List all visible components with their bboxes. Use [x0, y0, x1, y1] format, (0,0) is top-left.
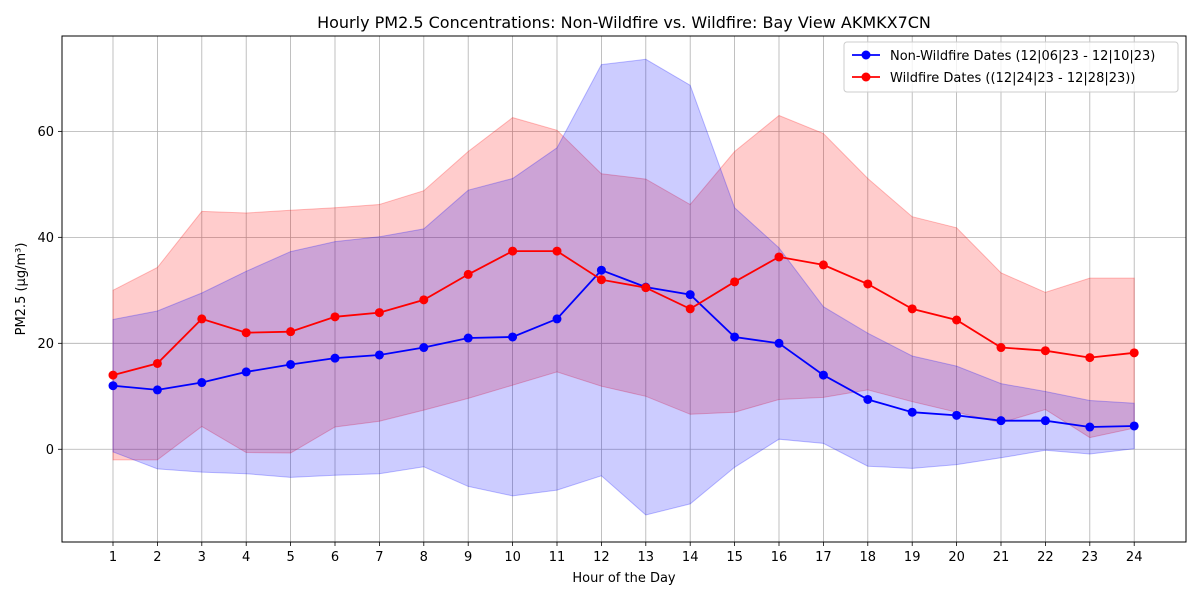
point-wildfire — [1040, 346, 1050, 356]
y-tick-label: 60 — [37, 125, 54, 140]
point-wildfire — [1085, 353, 1095, 363]
point-non-wildfire — [241, 367, 251, 377]
x-tick-label: 8 — [420, 550, 428, 565]
point-non-wildfire — [108, 381, 118, 391]
y-axis-label: PM2.5 (µg/m³) — [14, 243, 29, 336]
point-wildfire — [952, 315, 962, 325]
point-non-wildfire — [1040, 416, 1050, 426]
legend-marker-non-wildfire — [861, 50, 871, 60]
legend-label-wildfire: Wildfire Dates ((12|24|23 - 12|28|23)) — [890, 71, 1135, 86]
point-non-wildfire — [907, 407, 917, 417]
x-tick-label: 4 — [242, 550, 250, 565]
point-wildfire — [152, 358, 162, 368]
chart-title: Hourly PM2.5 Concentrations: Non-Wildfir… — [317, 13, 931, 32]
x-tick-label: 11 — [549, 550, 566, 565]
point-non-wildfire — [197, 378, 207, 388]
point-wildfire — [730, 277, 740, 287]
x-tick-label: 16 — [771, 550, 788, 565]
x-tick-label: 9 — [464, 550, 472, 565]
point-wildfire — [641, 283, 651, 293]
point-wildfire — [286, 327, 296, 337]
series-line-wildfire — [112, 250, 1135, 376]
x-tick-label: 12 — [593, 550, 610, 565]
point-wildfire — [552, 246, 562, 256]
point-non-wildfire — [1129, 421, 1139, 431]
point-layer — [108, 246, 1139, 432]
x-tick-label: 23 — [1082, 550, 1099, 565]
x-tick-label: 18 — [860, 550, 877, 565]
x-tick-label: 20 — [948, 550, 965, 565]
point-non-wildfire — [996, 416, 1006, 426]
point-wildfire — [374, 308, 384, 318]
point-non-wildfire — [774, 338, 784, 348]
x-tick-label: 22 — [1037, 550, 1054, 565]
point-non-wildfire — [463, 333, 473, 343]
band-layer — [112, 58, 1135, 516]
point-wildfire — [419, 295, 429, 305]
x-tick-label: 3 — [198, 550, 206, 565]
point-non-wildfire — [152, 385, 162, 395]
point-non-wildfire — [685, 290, 695, 300]
point-wildfire — [330, 312, 340, 322]
x-tick-label: 10 — [504, 550, 521, 565]
point-wildfire — [907, 304, 917, 314]
point-non-wildfire — [286, 360, 296, 370]
plot-frame — [61, 35, 1187, 543]
point-non-wildfire — [1085, 422, 1095, 432]
point-wildfire — [863, 279, 873, 289]
point-wildfire — [241, 328, 251, 338]
x-tick-label: 1 — [109, 550, 117, 565]
point-non-wildfire — [730, 332, 740, 342]
band-non-wildfire — [112, 58, 1135, 516]
x-tick-label: 13 — [638, 550, 655, 565]
x-tick-label: 2 — [153, 550, 161, 565]
point-wildfire — [996, 343, 1006, 353]
y-tick-label: 20 — [37, 337, 54, 352]
point-wildfire — [463, 269, 473, 279]
point-wildfire — [197, 314, 207, 324]
legend-frame — [843, 41, 1179, 93]
x-axis-label: Hour of the Day — [572, 571, 676, 586]
point-wildfire — [596, 275, 606, 285]
x-tick-label: 15 — [726, 550, 743, 565]
point-non-wildfire — [330, 353, 340, 363]
x-tick-label: 24 — [1126, 550, 1143, 565]
series-line-non-wildfire — [112, 269, 1135, 428]
legend: Non-Wildfire Dates (12|06|23 - 12|10|23)… — [843, 41, 1179, 93]
x-tick-label: 14 — [682, 550, 699, 565]
point-non-wildfire — [863, 394, 873, 404]
point-non-wildfire — [374, 350, 384, 360]
y-tick-layer: 0 20 40 60 — [37, 125, 62, 458]
y-tick-label: 0 — [46, 443, 54, 458]
x-tick-label: 19 — [904, 550, 921, 565]
point-wildfire — [1129, 348, 1139, 358]
x-tick-label: 6 — [331, 550, 339, 565]
grid-layer — [62, 36, 1186, 542]
y-tick-label: 40 — [37, 231, 54, 246]
point-non-wildfire — [419, 343, 429, 353]
line-layer — [112, 250, 1135, 428]
point-non-wildfire — [952, 410, 962, 420]
x-tick-label: 21 — [993, 550, 1010, 565]
point-wildfire — [108, 370, 118, 380]
x-tick-label: 7 — [375, 550, 383, 565]
x-tick-layer: 1 2 3 4 5 6 7 8 9 10 11 12 13 14 15 16 17 18 19 20 21 22 23 24 — [109, 542, 1143, 565]
point-non-wildfire — [818, 370, 828, 380]
point-wildfire — [774, 252, 784, 262]
point-non-wildfire — [508, 332, 518, 342]
point-non-wildfire — [552, 314, 562, 324]
point-wildfire — [508, 246, 518, 256]
x-tick-label: 5 — [286, 550, 294, 565]
point-wildfire — [685, 304, 695, 314]
point-wildfire — [818, 260, 828, 270]
point-non-wildfire — [596, 265, 606, 275]
legend-label-non-wildfire: Non-Wildfire Dates (12|06|23 - 12|10|23) — [890, 49, 1155, 64]
x-tick-label: 17 — [815, 550, 832, 565]
legend-marker-wildfire — [861, 72, 871, 82]
